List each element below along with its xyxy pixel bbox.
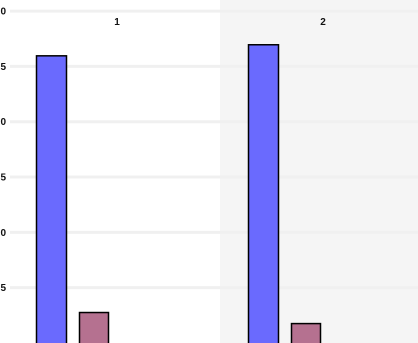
y-tick-label: 5	[0, 62, 6, 73]
y-tick-label: 0	[0, 117, 6, 128]
y-tick-label: 5	[0, 283, 6, 294]
bar	[247, 44, 280, 343]
y-tick-label: 0	[0, 228, 6, 239]
panel-headers: 1 2	[114, 17, 326, 28]
bar	[35, 55, 68, 343]
panel-backgrounds	[10, 0, 418, 343]
y-tick-label: 0	[0, 7, 6, 18]
bar	[78, 311, 110, 343]
panel-label-2: 2	[320, 17, 326, 28]
bars	[35, 44, 322, 343]
y-tick-labels: 0 5 0 5 0 5	[0, 7, 6, 295]
bar	[290, 322, 322, 343]
y-tick-label: 5	[0, 173, 6, 184]
panel-label-1: 1	[114, 17, 120, 28]
